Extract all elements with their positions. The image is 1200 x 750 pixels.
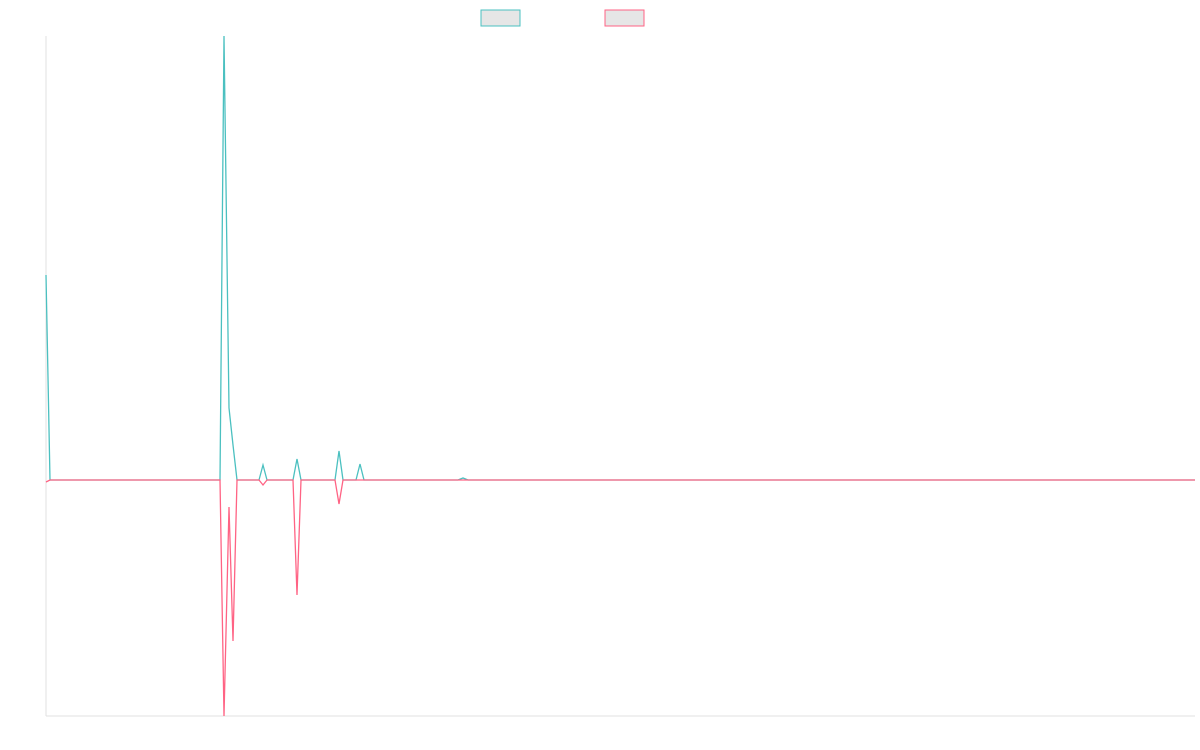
series-line	[45, 479, 1195, 717]
legend-swatch[interactable]	[604, 9, 645, 27]
legend-swatch[interactable]	[480, 9, 521, 27]
series-line	[45, 35, 1195, 481]
